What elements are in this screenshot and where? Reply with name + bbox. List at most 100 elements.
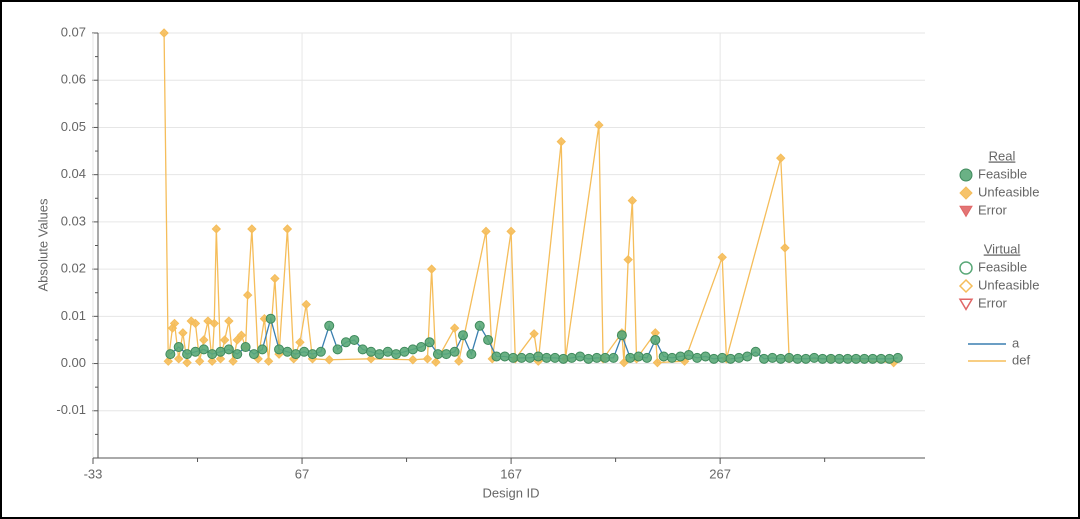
marker <box>324 320 335 331</box>
marker <box>800 353 811 364</box>
marker <box>315 346 326 357</box>
legend-label: Unfeasible <box>978 184 1039 199</box>
y-tick-label: -0.01 <box>56 402 86 417</box>
marker <box>776 153 786 163</box>
marker <box>892 352 903 363</box>
marker <box>211 224 222 234</box>
y-tick-label: 0.03 <box>61 213 86 228</box>
y-tick-label: 0.00 <box>61 355 86 370</box>
marker <box>441 349 452 360</box>
marker <box>692 352 703 363</box>
y-tick-label: 0.07 <box>61 24 86 39</box>
marker <box>549 352 560 363</box>
x-axis-label: Design ID <box>482 485 539 500</box>
marker <box>357 344 368 355</box>
marker <box>474 320 485 331</box>
marker <box>431 357 441 367</box>
x-tick-label: 67 <box>295 466 309 481</box>
y-tick-label: 0.02 <box>61 261 86 276</box>
marker <box>159 28 169 38</box>
marker <box>263 356 274 366</box>
marker <box>182 357 192 368</box>
marker <box>675 351 686 362</box>
x-tick-label: -33 <box>84 466 103 481</box>
marker <box>775 353 786 364</box>
marker <box>282 346 293 357</box>
marker <box>454 356 464 366</box>
marker <box>633 351 644 362</box>
marker <box>506 226 516 237</box>
legend-label: Feasible <box>978 259 1027 274</box>
marker <box>408 355 418 365</box>
marker <box>792 353 803 364</box>
y-tick-label: 0.04 <box>61 166 86 181</box>
marker <box>182 349 193 360</box>
marker <box>449 346 460 357</box>
marker <box>458 330 469 341</box>
legend-label: Error <box>978 202 1008 217</box>
marker <box>600 352 611 363</box>
marker <box>700 351 711 362</box>
marker <box>178 328 188 338</box>
marker <box>623 254 633 265</box>
marker <box>867 353 878 364</box>
legend-title: Virtual <box>984 241 1021 256</box>
marker <box>859 353 870 364</box>
marker <box>750 346 761 357</box>
marker <box>708 353 719 364</box>
marker <box>232 349 243 360</box>
marker <box>558 353 569 364</box>
marker <box>566 352 577 363</box>
marker <box>232 335 242 345</box>
y-axis-label: Absolute Values <box>35 198 50 291</box>
marker <box>717 352 728 363</box>
legend-symbol <box>959 186 973 200</box>
marker <box>516 352 527 363</box>
marker <box>842 353 853 364</box>
marker <box>209 318 219 329</box>
x-tick-label: 267 <box>709 466 731 481</box>
marker <box>733 352 744 363</box>
marker <box>884 353 895 364</box>
marker <box>667 352 678 363</box>
marker <box>556 136 566 147</box>
marker <box>683 350 694 361</box>
marker <box>416 342 427 353</box>
marker <box>242 290 253 300</box>
marker <box>725 353 736 364</box>
marker <box>491 351 502 362</box>
marker <box>499 351 510 362</box>
marker <box>591 352 602 363</box>
marker <box>349 334 360 345</box>
marker <box>295 337 305 348</box>
marker <box>374 349 385 360</box>
marker <box>422 354 433 364</box>
marker <box>652 357 663 368</box>
marker <box>608 352 619 363</box>
marker <box>274 344 285 355</box>
marker <box>299 346 310 357</box>
marker <box>163 356 173 366</box>
legend-label: Feasible <box>978 166 1027 181</box>
marker <box>529 329 539 339</box>
marker <box>508 352 519 363</box>
marker <box>301 299 311 310</box>
marker <box>641 352 652 363</box>
marker <box>524 352 535 363</box>
marker <box>165 349 176 360</box>
marker <box>466 349 477 360</box>
marker <box>742 351 753 362</box>
marker <box>780 243 790 253</box>
marker <box>307 349 318 360</box>
marker <box>173 342 184 353</box>
marker <box>340 337 351 348</box>
marker <box>190 318 201 329</box>
marker <box>825 353 836 364</box>
marker <box>424 337 435 348</box>
marker <box>851 353 862 364</box>
legend-symbol <box>958 278 974 294</box>
legend-label: Unfeasible <box>978 277 1039 292</box>
marker <box>265 313 276 324</box>
marker <box>759 353 770 364</box>
